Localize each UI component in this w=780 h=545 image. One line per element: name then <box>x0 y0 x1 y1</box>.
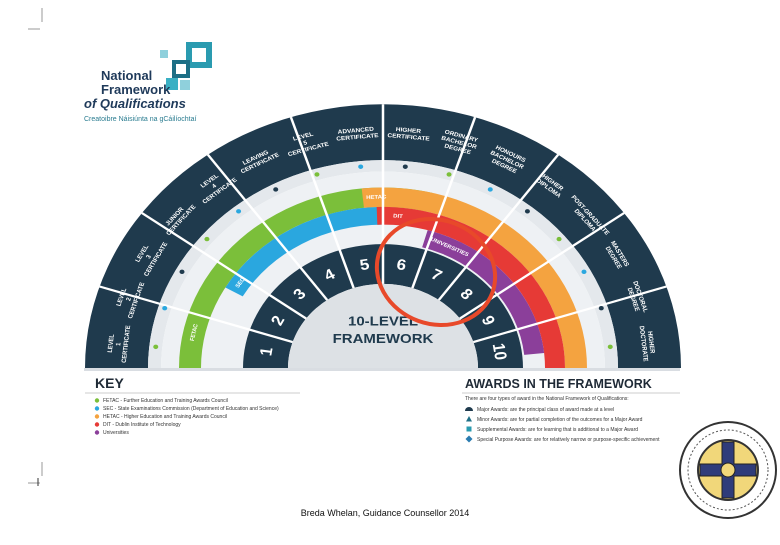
award-icon <box>402 164 408 169</box>
label-line: ADVANCED <box>337 126 376 136</box>
award-icon <box>204 236 210 242</box>
spoke <box>289 116 355 289</box>
logo-subtitle: Creatoibre Náisiúnta na gCáilíochtaí <box>84 116 197 123</box>
key-item: FETAC - Further Education and Training A… <box>103 398 228 404</box>
awards-list: Major Awards: are the principal class of… <box>465 407 660 443</box>
key-item: Universities <box>103 430 129 436</box>
award-icon <box>314 172 320 177</box>
award-band <box>422 230 545 355</box>
label-line: DOCTORATE <box>638 326 650 362</box>
logo-text: of Qualifications <box>84 96 186 111</box>
key-item: DIT - Dublin Institute of Technology <box>103 422 181 428</box>
award-item: Special Purpose Awards: are for relative… <box>477 437 660 443</box>
logo-text: Framework <box>101 82 171 97</box>
footer-text: Breda Whelan, Guidance Counsellor 2014 <box>301 508 470 518</box>
logo-text: National <box>101 68 152 83</box>
label-line: HIGHER <box>646 331 656 355</box>
key-item: HETAC - Higher Education and Training Aw… <box>103 414 227 420</box>
spoke <box>99 285 294 344</box>
award-type-icon <box>465 435 473 443</box>
award-icon <box>556 236 562 242</box>
key-dot <box>94 398 100 403</box>
awards-intro: There are four types of award in the Nat… <box>465 396 629 402</box>
award-icon <box>487 187 493 192</box>
highlight-circle <box>374 217 498 327</box>
label-line: 4 <box>211 182 220 190</box>
award-label: HIGHER DOCTORATE <box>638 325 657 362</box>
award-item: Major Awards: are the principal class of… <box>477 407 614 413</box>
label-line: 5 <box>303 139 310 147</box>
key-list: FETAC - Further Education and Training A… <box>94 398 279 436</box>
level-ring <box>243 244 523 368</box>
award-icon <box>273 187 279 192</box>
spoke <box>141 212 307 320</box>
award-icon <box>598 305 604 311</box>
level-number: 6 <box>395 256 407 274</box>
award-icon <box>236 209 242 214</box>
centre-label: 10-LEVEL <box>348 314 418 329</box>
award-icon <box>581 269 587 275</box>
label-line: LEVEL <box>106 332 116 353</box>
logo-mark <box>160 42 212 90</box>
crest <box>679 421 777 519</box>
band-label: FETAC <box>190 324 200 342</box>
award-type-icon <box>466 426 472 432</box>
award-icon <box>607 344 613 350</box>
key-item: SEC - State Examinations Commission (Dep… <box>103 406 279 412</box>
spoke <box>472 285 667 344</box>
label-line: CERTIFICATE <box>336 132 379 142</box>
level-number: 1 <box>256 346 276 357</box>
label-line: HIGHER <box>395 126 423 135</box>
spoke <box>437 153 560 301</box>
centre-label: FRAMEWORK <box>333 332 435 347</box>
awards-title: AWARDS IN THE FRAMEWORK <box>465 377 652 391</box>
award-label: HIGHER CERTIFICATE <box>387 126 431 143</box>
level-number: 5 <box>358 256 370 274</box>
award-icon <box>162 305 168 311</box>
band-label: HETAC <box>366 195 386 201</box>
award-type-icon <box>465 407 473 411</box>
key-dot <box>94 406 100 411</box>
spoke <box>206 153 329 301</box>
award-icon <box>446 172 452 177</box>
award-icon <box>524 209 530 214</box>
award-label: ADVANCED CERTIFICATE <box>335 126 379 143</box>
centre <box>288 283 478 368</box>
key-dot <box>94 430 100 435</box>
outer-ring <box>85 104 681 368</box>
label-line: CERTIFICATE <box>121 325 133 363</box>
label-line: 1 <box>115 341 123 346</box>
divider <box>84 368 680 371</box>
level-number: 10 <box>488 342 510 361</box>
key-title: KEY <box>95 375 124 391</box>
key-dot <box>94 414 100 419</box>
award-item: Minor Awards: are for partial completion… <box>477 417 643 423</box>
award-icon <box>179 269 185 275</box>
award-band <box>225 206 383 297</box>
award-band <box>376 206 565 368</box>
label-line: 3 <box>145 253 154 260</box>
label-line: CERTIFICATE <box>387 132 430 142</box>
award-label: LEVEL 1 CERTIFICATE <box>105 324 132 363</box>
label-line: 2 <box>125 295 134 302</box>
band-label: DIT <box>393 214 404 220</box>
key-dot <box>94 422 100 427</box>
award-type-icon <box>466 416 472 422</box>
award-item: Supplemental Awards: are for learning th… <box>477 427 638 433</box>
award-icon <box>358 164 364 169</box>
spoke <box>411 116 477 289</box>
award-icon <box>153 344 159 350</box>
